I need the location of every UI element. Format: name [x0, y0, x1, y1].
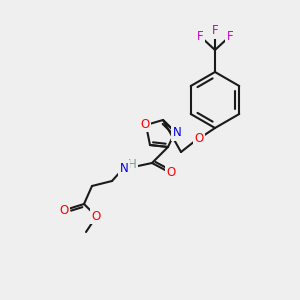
Text: O: O	[140, 118, 150, 130]
Text: F: F	[197, 31, 203, 44]
Text: N: N	[120, 161, 128, 175]
Text: O: O	[194, 131, 204, 145]
Text: O: O	[167, 166, 176, 178]
Text: H: H	[128, 158, 136, 172]
Text: F: F	[212, 25, 218, 38]
Text: N: N	[172, 127, 182, 140]
Text: O: O	[59, 203, 69, 217]
Text: O: O	[92, 209, 100, 223]
Text: F: F	[227, 31, 233, 44]
